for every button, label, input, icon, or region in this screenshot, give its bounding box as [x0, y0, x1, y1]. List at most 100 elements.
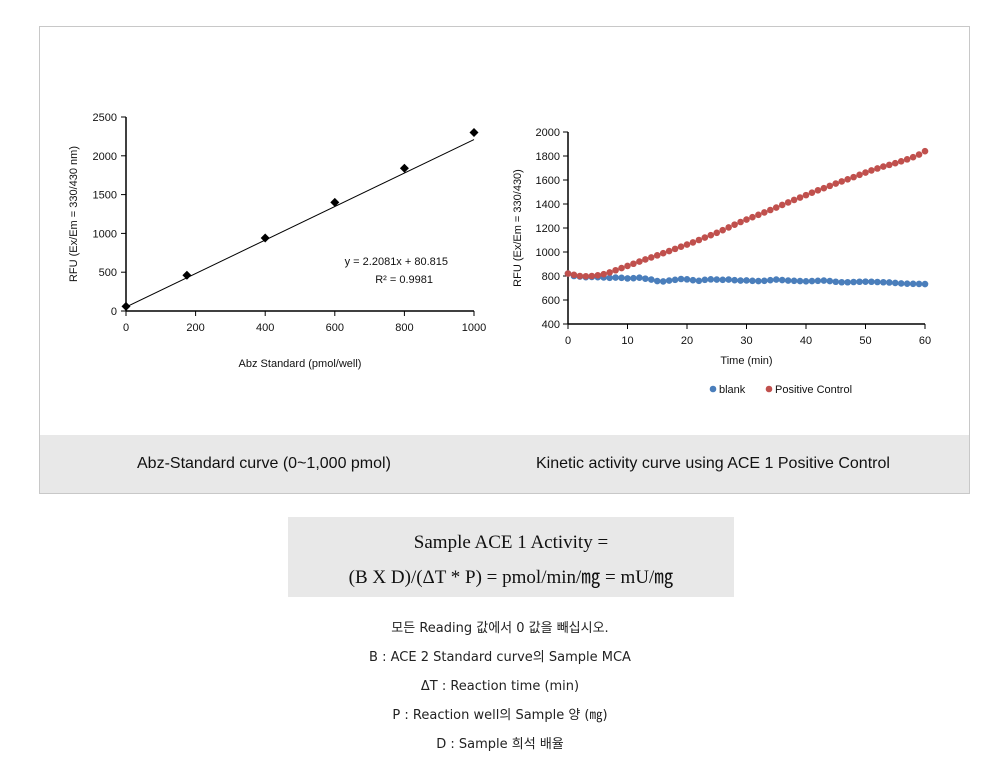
- data-point: [862, 169, 869, 176]
- data-point: [808, 189, 816, 197]
- data-point: [594, 271, 602, 279]
- legend-label-blank: blank: [719, 384, 746, 396]
- data-point: [399, 163, 409, 173]
- data-point: [713, 276, 721, 283]
- data-point: [909, 280, 917, 288]
- x-tick-label: 30: [740, 335, 752, 347]
- legend-marker-blank: [709, 385, 717, 393]
- trendline-equation: y = 2.2081x + 80.815: [345, 256, 448, 268]
- data-point: [832, 278, 840, 286]
- data-point: [648, 276, 655, 283]
- data-point: [850, 278, 857, 286]
- data-point: [761, 277, 768, 285]
- data-point: [665, 277, 673, 284]
- data-point: [814, 277, 822, 285]
- data-point: [921, 280, 929, 288]
- data-point: [648, 254, 655, 261]
- data-point: [802, 277, 810, 285]
- note-item: P : Reaction well의 Sample 양 (㎎): [392, 708, 608, 723]
- data-point: [808, 277, 816, 285]
- data-point: [874, 278, 881, 286]
- data-point: [743, 216, 750, 223]
- data-point: [897, 157, 905, 165]
- x-tick-label: 600: [326, 322, 344, 334]
- data-point: [642, 256, 649, 263]
- x-tick-label: 1000: [462, 322, 486, 334]
- data-point: [636, 258, 643, 265]
- data-point: [874, 165, 881, 172]
- data-point: [844, 278, 851, 286]
- abz-standard-chart: 0 500 1000 1500 2000 2500 0 200 400 600 800 1000 y =…: [68, 112, 486, 370]
- data-point: [671, 276, 679, 284]
- legend-marker-positive-control: [765, 385, 773, 393]
- data-point: [606, 274, 613, 282]
- y-tick-label: 2000: [93, 151, 117, 163]
- y-axis-title: RFU (Ex/Em = 330/430): [512, 169, 524, 287]
- data-point: [921, 147, 929, 155]
- data-point: [761, 209, 768, 216]
- y-tick-label: 1200: [536, 223, 560, 235]
- x-tick-label: 200: [186, 322, 204, 334]
- data-point: [653, 277, 661, 285]
- data-point: [659, 249, 667, 257]
- y-tick-label: 800: [542, 271, 560, 283]
- data-point: [737, 277, 744, 284]
- data-point: [683, 276, 691, 283]
- data-point: [891, 279, 899, 287]
- data-point: [868, 278, 875, 286]
- data-point: [772, 204, 780, 211]
- notes-list: 모든 Reading 값에서 0 값을 빼십시오. B : ACE 2 Stan…: [0, 619, 1000, 764]
- caption-bar: Abz-Standard curve (0~1,000 pmol) Kineti…: [40, 435, 969, 493]
- data-point: [749, 277, 756, 285]
- data-point: [880, 163, 887, 170]
- data-point: [814, 187, 822, 194]
- data-point: [743, 277, 750, 284]
- data-point: [469, 128, 479, 138]
- data-point: [695, 277, 703, 285]
- x-tick-label: 800: [395, 322, 413, 334]
- data-point: [701, 276, 709, 284]
- data-point: [630, 274, 637, 282]
- data-point: [719, 276, 726, 284]
- data-point: [642, 275, 649, 282]
- data-point: [701, 234, 709, 241]
- data-point: [790, 196, 798, 204]
- data-point: [737, 218, 744, 226]
- x-tick-label: 0: [565, 335, 571, 347]
- data-point: [772, 276, 780, 283]
- data-point: [725, 276, 732, 283]
- y-tick-label: 0: [111, 306, 117, 318]
- data-point: [850, 173, 857, 181]
- data-point: [725, 224, 732, 231]
- data-point: [784, 199, 792, 206]
- data-point: [330, 197, 340, 207]
- data-point: [778, 201, 786, 209]
- r-squared-label: R² = 0.9981: [375, 274, 433, 286]
- data-point: [856, 278, 863, 286]
- data-point: [630, 260, 637, 268]
- data-point: [612, 274, 619, 281]
- y-tick-label: 400: [542, 319, 560, 331]
- data-point: [826, 277, 834, 285]
- y-tick-label: 1800: [536, 151, 560, 163]
- data-point: [731, 221, 738, 228]
- formula-box: Sample ACE 1 Activity = (B X D)/(ΔT * P)…: [288, 517, 734, 597]
- data-point: [755, 211, 762, 219]
- x-tick-label: 60: [919, 335, 931, 347]
- data-point: [588, 272, 596, 280]
- data-point: [677, 243, 685, 251]
- data-point: [856, 171, 863, 179]
- data-point: [671, 245, 679, 253]
- data-point: [719, 226, 726, 234]
- right-chart-caption: Kinetic activity curve using ACE 1 Posit…: [536, 455, 890, 472]
- left-chart-caption: Abz-Standard curve (0~1,000 pmol): [137, 455, 391, 472]
- data-point: [820, 184, 828, 192]
- x-tick-label: 0: [123, 322, 129, 334]
- data-point: [624, 275, 631, 282]
- data-point: [880, 278, 887, 286]
- y-tick-label: 600: [542, 295, 560, 307]
- x-axis-title: Time (min): [720, 355, 772, 367]
- y-tick-label: 2500: [93, 112, 117, 124]
- data-point: [677, 275, 685, 283]
- x-tick-label: 400: [256, 322, 274, 334]
